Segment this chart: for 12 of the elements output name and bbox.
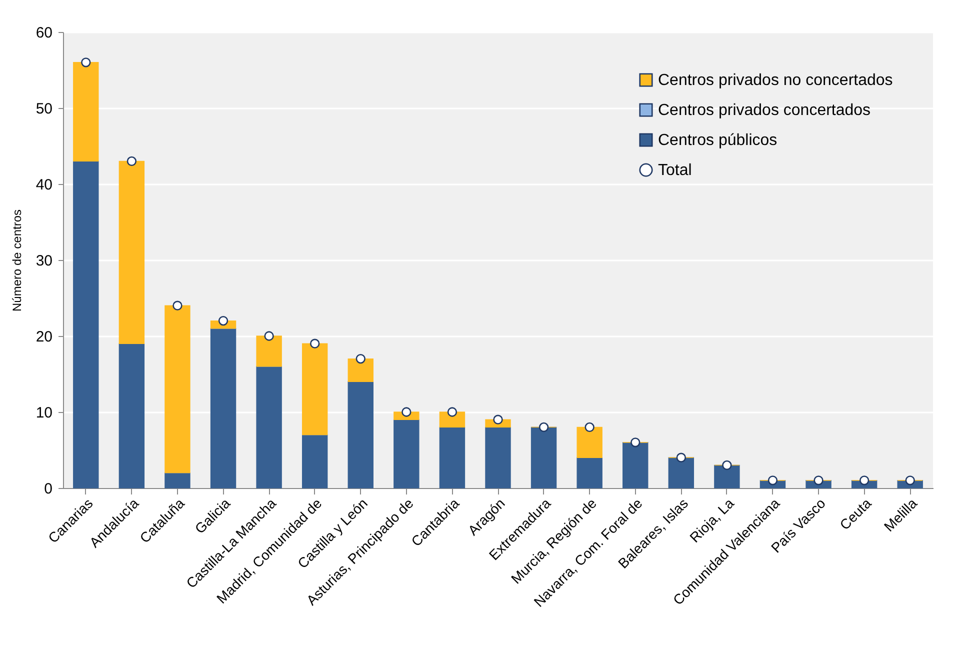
y-tick-label: 30 xyxy=(36,252,52,270)
y-axis-title: Número de centros xyxy=(10,209,24,312)
legend-label: Centros privados no concertados xyxy=(658,72,893,89)
legend-label: Total xyxy=(658,162,692,179)
y-tick-label: 60 xyxy=(36,24,52,42)
y-tick-label: 40 xyxy=(36,176,52,194)
legend-label: Centros públicos xyxy=(658,132,778,149)
y-tick-label: 10 xyxy=(36,404,52,422)
legend-label: Centros privados concertados xyxy=(658,102,871,119)
y-tick-label: 20 xyxy=(36,328,52,346)
y-tick-label: 0 xyxy=(44,480,52,498)
y-tick-label: 50 xyxy=(36,100,52,118)
